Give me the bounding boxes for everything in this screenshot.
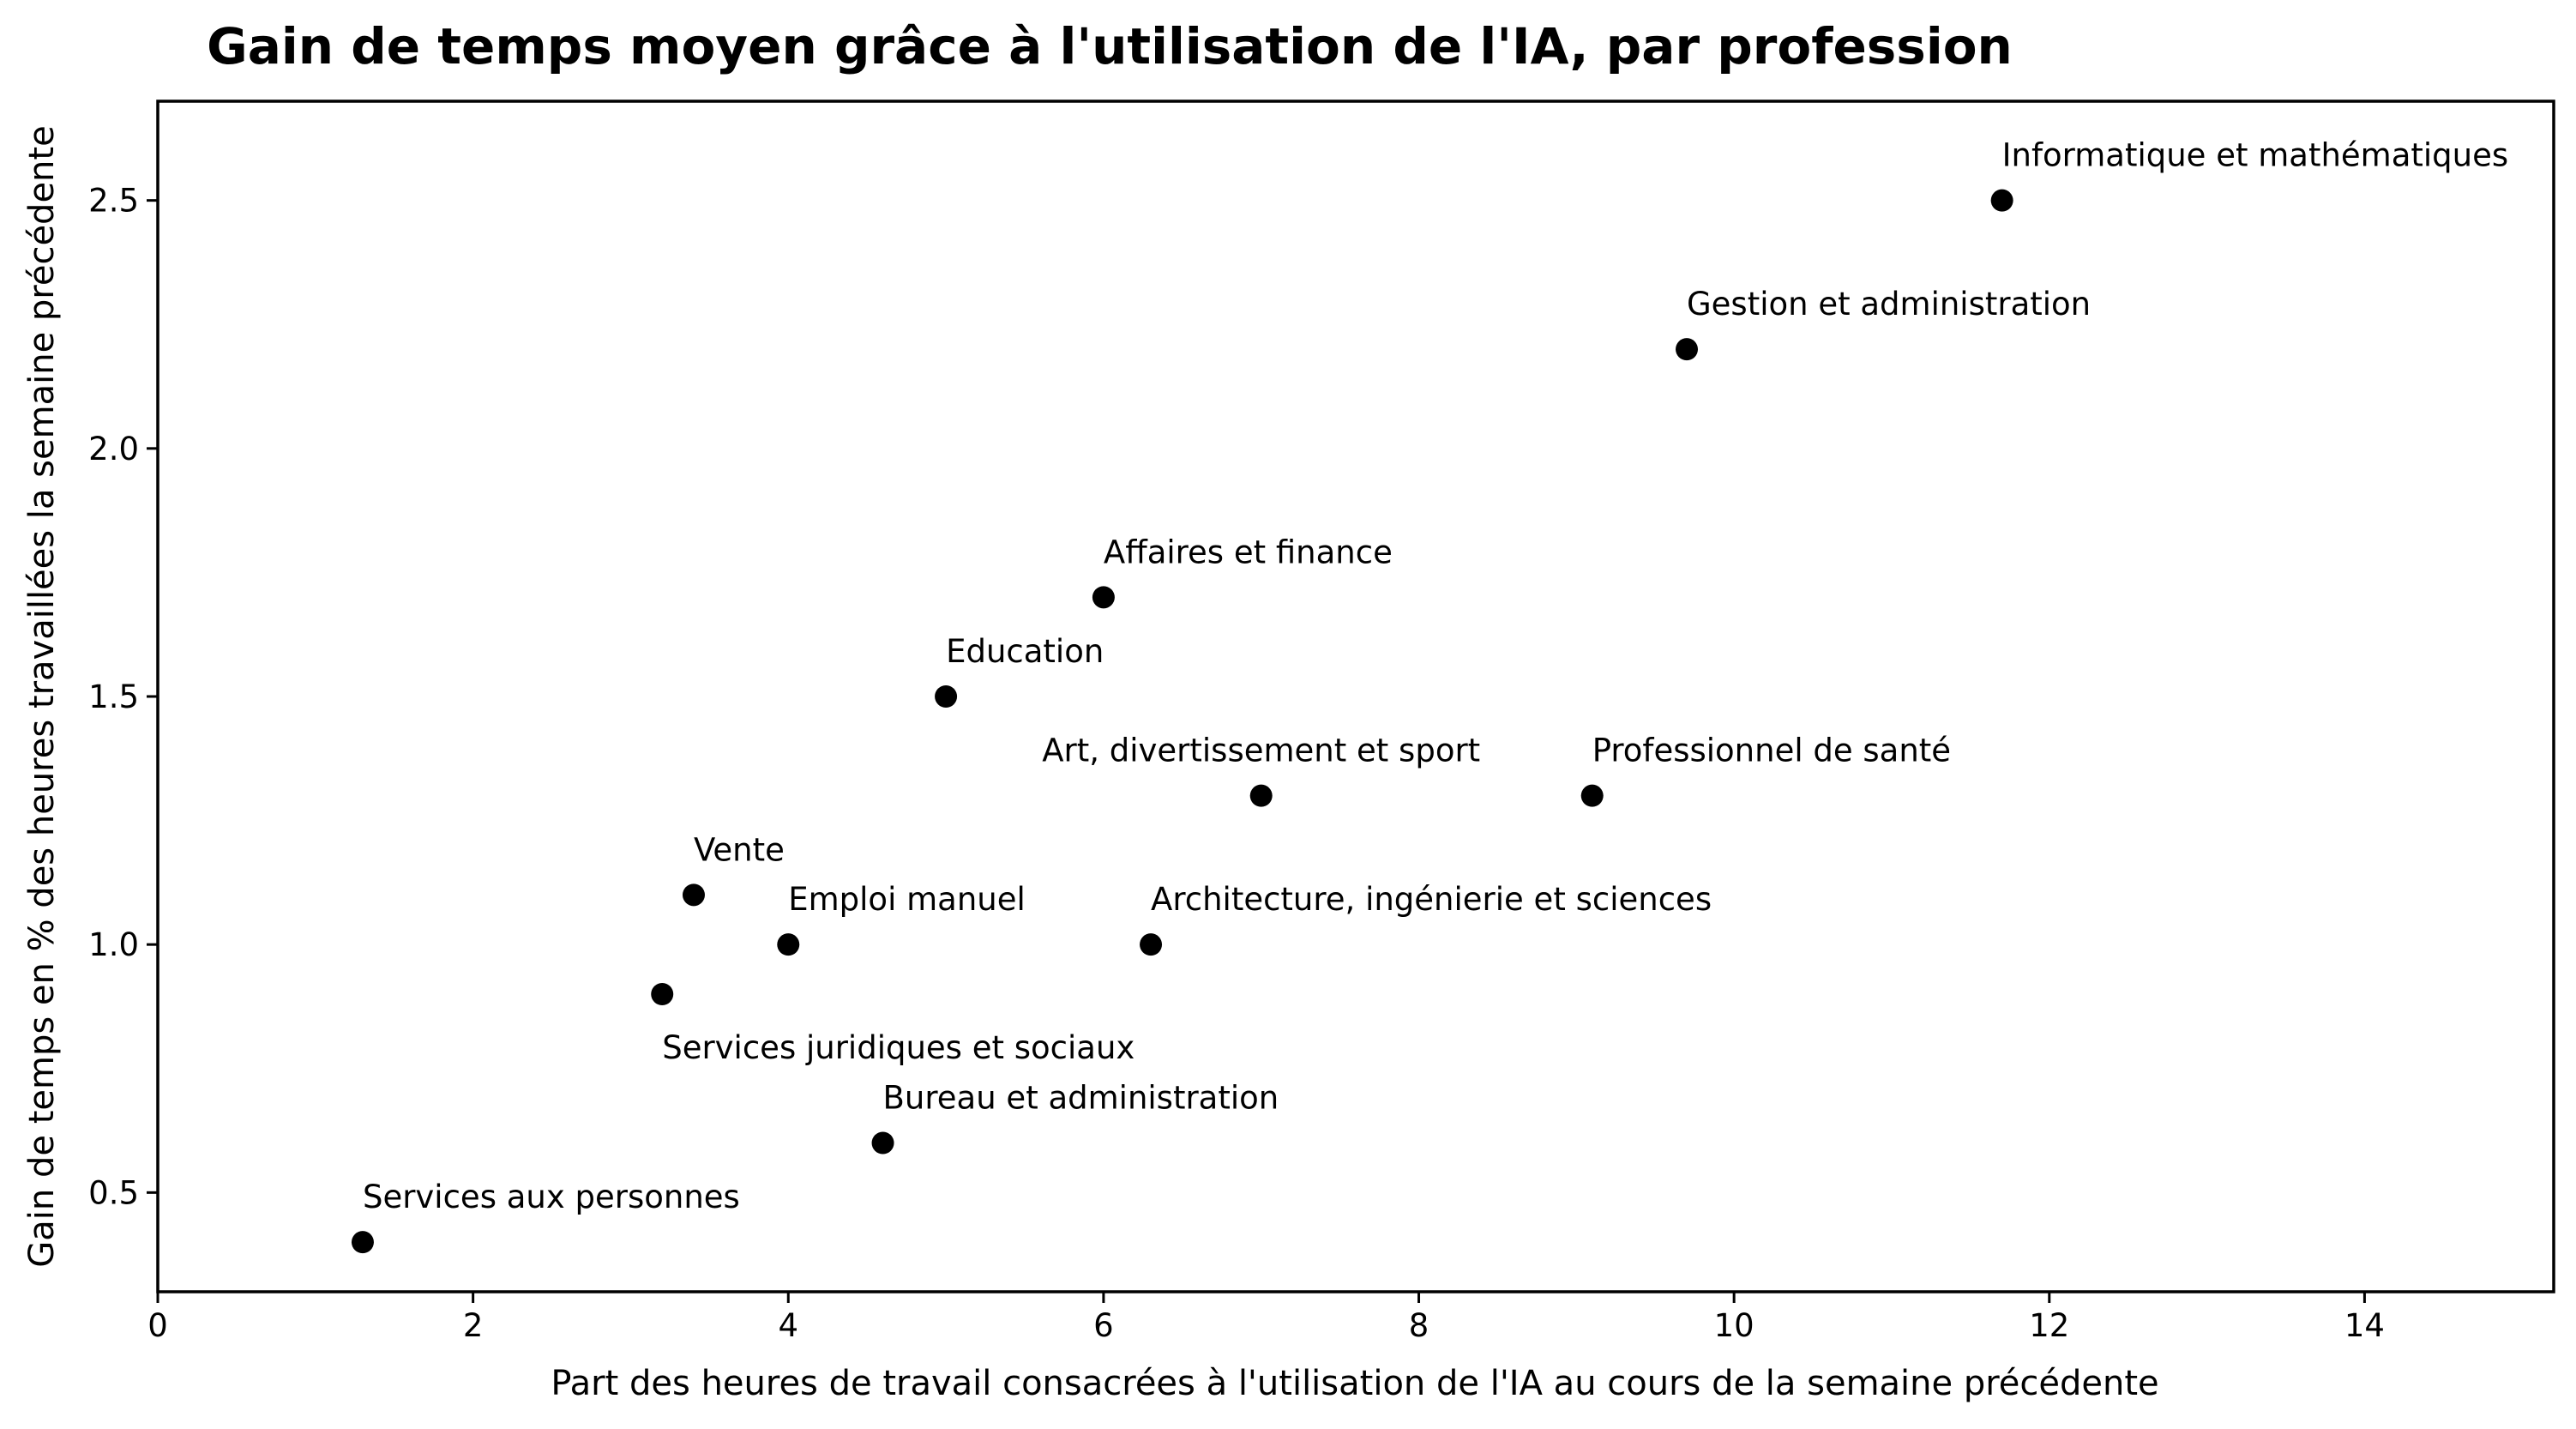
y-tick-label: 0.5 — [88, 1174, 139, 1211]
data-point — [1580, 784, 1604, 807]
x-tick-label: 0 — [147, 1307, 168, 1344]
data-point — [651, 983, 674, 1005]
x-tick-label: 6 — [1093, 1307, 1114, 1344]
y-axis-label: Gain de temps en % des heures travaillée… — [22, 125, 62, 1267]
point-label: Informatique et mathématiques — [2002, 137, 2509, 174]
y-tick-label: 1.0 — [88, 926, 139, 963]
x-axis: 0 2 4 6 8 10 12 14 — [147, 1292, 2385, 1344]
y-tick-label: 2.5 — [88, 183, 139, 220]
point-label: Professionnel de santé — [1592, 733, 1951, 769]
point-label: Art, divertissement et sport — [1042, 733, 1480, 769]
data-point — [777, 933, 800, 956]
point-labels: Informatique et mathématiques Gestion et … — [363, 137, 2509, 1215]
x-tick-label: 2 — [463, 1307, 484, 1344]
data-point — [1676, 338, 1699, 361]
point-label: Services juridiques et sociaux — [662, 1029, 1135, 1066]
x-tick-label: 8 — [1409, 1307, 1429, 1344]
point-label: Vente — [694, 831, 785, 868]
point-label: Gestion et administration — [1687, 286, 2091, 323]
chart-title: Gain de temps moyen grâce à l'utilisatio… — [207, 17, 2013, 75]
x-axis-label: Part des heures de travail consacrées à … — [551, 1364, 2158, 1403]
x-tick-label: 12 — [2029, 1307, 2069, 1344]
data-point — [1249, 784, 1273, 807]
plot-area-frame — [156, 99, 2555, 1293]
y-tick-label: 2.0 — [88, 431, 139, 467]
data-point — [871, 1131, 894, 1155]
data-points — [351, 189, 2013, 1254]
data-point — [682, 883, 705, 907]
x-tick-label: 10 — [1714, 1307, 1754, 1344]
x-tick-label: 4 — [778, 1307, 798, 1344]
x-tick-label: 14 — [2344, 1307, 2385, 1344]
point-label: Education — [946, 633, 1104, 670]
data-point — [1990, 189, 2013, 212]
y-axis: 0.5 1.0 1.5 2.0 2.5 — [88, 183, 158, 1211]
point-label: Services aux personnes — [363, 1179, 740, 1215]
point-label: Bureau et administration — [883, 1080, 1279, 1117]
data-point — [1092, 586, 1115, 609]
data-point — [935, 685, 958, 708]
data-point — [351, 1231, 374, 1254]
point-label: Affaires et finance — [1104, 534, 1393, 570]
point-label: Architecture, ingénierie et sciences — [1151, 881, 1712, 918]
point-label: Emploi manuel — [788, 881, 1026, 918]
y-tick-label: 1.5 — [88, 678, 139, 715]
data-point — [1140, 933, 1163, 956]
